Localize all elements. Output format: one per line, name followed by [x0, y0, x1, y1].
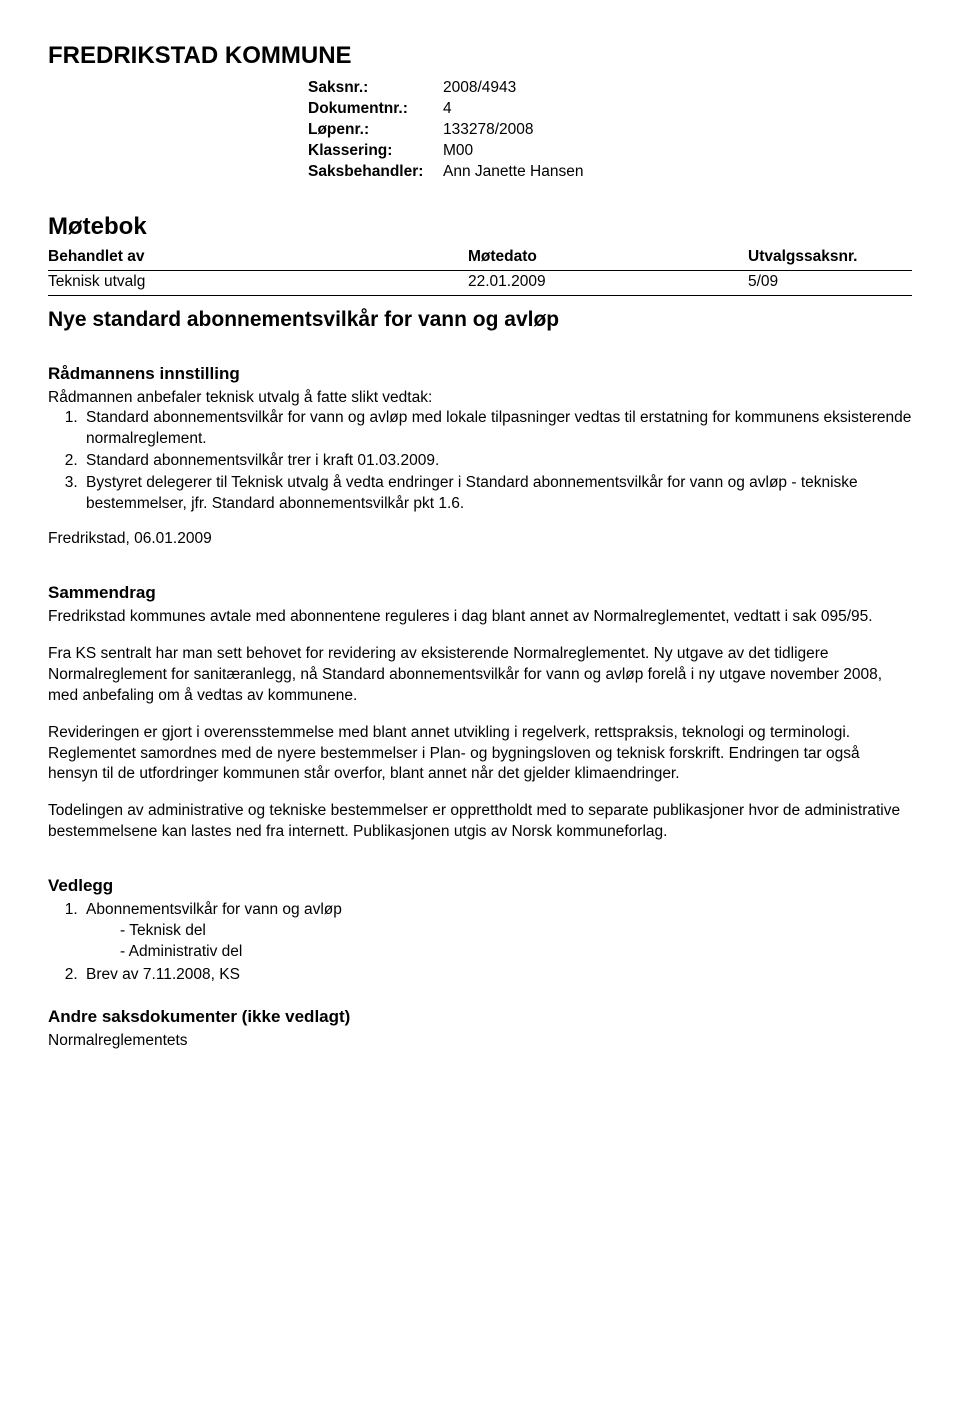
col-motedato: Møtedato: [468, 247, 748, 268]
innstilling-item: Standard abonnementsvilkår for vann og a…: [82, 408, 912, 450]
lopenr-value: 133278/2008: [443, 120, 534, 141]
andre-heading: Andre saksdokumenter (ikke vedlagt): [48, 1006, 912, 1029]
col-behandlet-av: Behandlet av: [48, 247, 468, 268]
vedlegg-sublist: Teknisk del Administrativ del: [86, 921, 912, 963]
vedlegg-item-1: Abonnementsvilkår for vann og avløp Tekn…: [82, 900, 912, 963]
cell-motedato: 22.01.2009: [468, 272, 748, 293]
saksnr-value: 2008/4943: [443, 78, 516, 99]
sammendrag-p1: Fredrikstad kommunes avtale med abonnent…: [48, 607, 912, 628]
behandlet-row: Teknisk utvalg 22.01.2009 5/09: [48, 271, 912, 296]
sammendrag-p4: Todelingen av administrative og tekniske…: [48, 801, 912, 843]
lopenr-label: Løpenr.:: [308, 120, 443, 141]
innstilling-item: Standard abonnementsvilkår trer i kraft …: [82, 451, 912, 472]
saksbehandler-label: Saksbehandler:: [308, 162, 443, 183]
sammendrag-heading: Sammendrag: [48, 582, 912, 605]
vedlegg-list: Abonnementsvilkår for vann og avløp Tekn…: [48, 900, 912, 986]
klassering-label: Klassering:: [308, 141, 443, 162]
saksnr-label: Saksnr.:: [308, 78, 443, 99]
vedlegg-item-1-text: Abonnementsvilkår for vann og avløp: [86, 901, 342, 918]
cell-utvalgssaksnr: 5/09: [748, 272, 912, 293]
saksbehandler-value: Ann Janette Hansen: [443, 162, 583, 183]
klassering-value: M00: [443, 141, 473, 162]
innstilling-heading: Rådmannens innstilling: [48, 363, 912, 386]
vedlegg-heading: Vedlegg: [48, 875, 912, 898]
document-subject: Nye standard abonnementsvilkår for vann …: [48, 306, 912, 334]
sammendrag-p2: Fra KS sentralt har man sett behovet for…: [48, 644, 912, 707]
cell-behandlet-av: Teknisk utvalg: [48, 272, 468, 293]
dokumentnr-label: Dokumentnr.:: [308, 99, 443, 120]
vedlegg-sub-2: Administrativ del: [120, 942, 912, 963]
signature-line: Fredrikstad, 06.01.2009: [48, 529, 912, 550]
col-utvalgssaksnr: Utvalgssaksnr.: [748, 247, 912, 268]
innstilling-item: Bystyret delegerer til Teknisk utvalg å …: [82, 473, 912, 515]
behandlet-header: Behandlet av Møtedato Utvalgssaksnr.: [48, 247, 912, 271]
sammendrag-p3: Revideringen er gjort i overensstemmelse…: [48, 723, 912, 786]
vedlegg-sub-1: Teknisk del: [120, 921, 912, 942]
andre-text: Normalreglementets: [48, 1031, 912, 1052]
kommune-title: FREDRIKSTAD KOMMUNE: [48, 40, 912, 72]
vedlegg-item-2: Brev av 7.11.2008, KS: [82, 965, 912, 986]
innstilling-intro: Rådmannen anbefaler teknisk utvalg å fat…: [48, 388, 912, 409]
innstilling-list: Standard abonnementsvilkår for vann og a…: [48, 408, 912, 515]
motebok-title: Møtebok: [48, 211, 912, 243]
dokumentnr-value: 4: [443, 99, 452, 120]
case-meta: Saksnr.: 2008/4943 Dokumentnr.: 4 Løpenr…: [308, 78, 912, 183]
